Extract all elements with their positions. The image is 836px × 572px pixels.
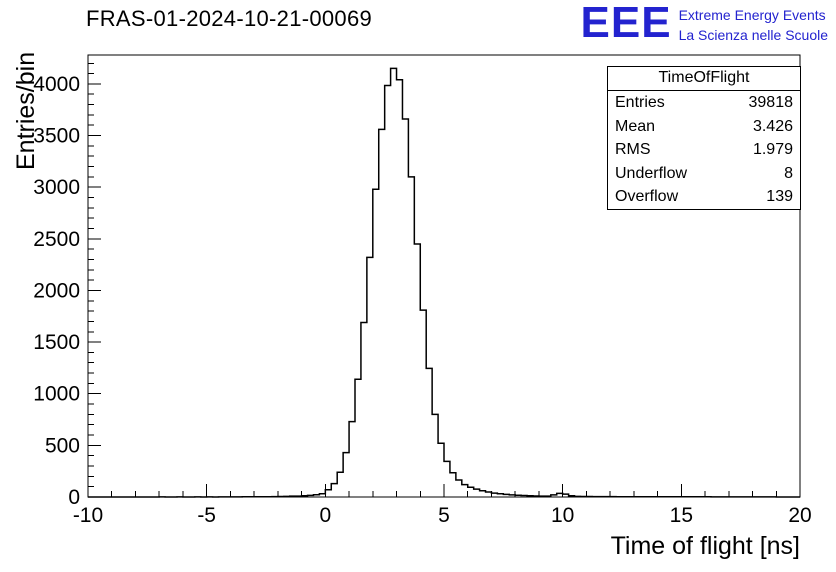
x-tick-label: 0 [319,504,331,527]
eee-logo-acronym: EEE [580,0,672,47]
x-tick-label: -5 [197,504,216,527]
stats-value: 8 [784,164,793,182]
y-tick-label: 2000 [33,279,80,302]
stats-label: Entries [615,94,665,111]
x-tick-label: 10 [551,504,574,527]
stats-row-entries: Entries 39818 [608,91,800,115]
stats-value: 39818 [748,94,794,111]
eee-logo-line1: Extreme Energy Events [678,7,826,23]
stats-label: Underflow [615,164,688,182]
stats-value: 1.979 [752,141,793,159]
stats-row-mean: Mean 3.426 [608,115,800,139]
y-tick-label: 500 [45,434,80,457]
stats-label: Mean [615,117,656,135]
y-tick-label: 1500 [33,331,80,354]
eee-logo-lines: Extreme Energy Events La Scienza nelle S… [679,2,828,46]
chart-title: FRAS-01-2024-10-21-00069 [86,6,373,31]
y-axis-title: Entries/bin [12,51,40,170]
stats-box: TimeOfFlight Entries 39818 Mean 3.426 RM… [607,66,801,210]
y-tick-label: 3500 [33,125,80,148]
stats-label: Overflow [615,188,679,206]
y-tick-label: 4000 [33,73,80,96]
y-tick-label: 3000 [33,176,80,199]
x-tick-label: 20 [788,504,811,527]
x-tick-label: 5 [438,504,450,527]
stats-row-underflow: Underflow 8 [608,162,800,186]
x-axis-title: Time of flight [ns] [610,532,800,560]
x-tick-label: 15 [670,504,693,527]
stats-row-rms: RMS 1.979 [608,138,800,162]
stats-box-title: TimeOfFlight [608,67,800,91]
y-tick-label: 2500 [33,228,80,251]
eee-logo-line2: La Scienza nelle Scuole [678,27,828,44]
histogram-line [88,67,800,498]
stats-label: RMS [615,141,651,159]
stats-row-overflow: Overflow 139 [608,185,800,209]
y-tick-label: 1000 [33,383,80,406]
x-tick-label: -10 [73,504,103,527]
stats-value: 3.426 [752,117,793,135]
eee-logo: EEE Extreme Energy Events La Scienza nel… [580,0,828,47]
y-tick-label: 0 [68,486,80,509]
stats-value: 139 [766,188,793,206]
